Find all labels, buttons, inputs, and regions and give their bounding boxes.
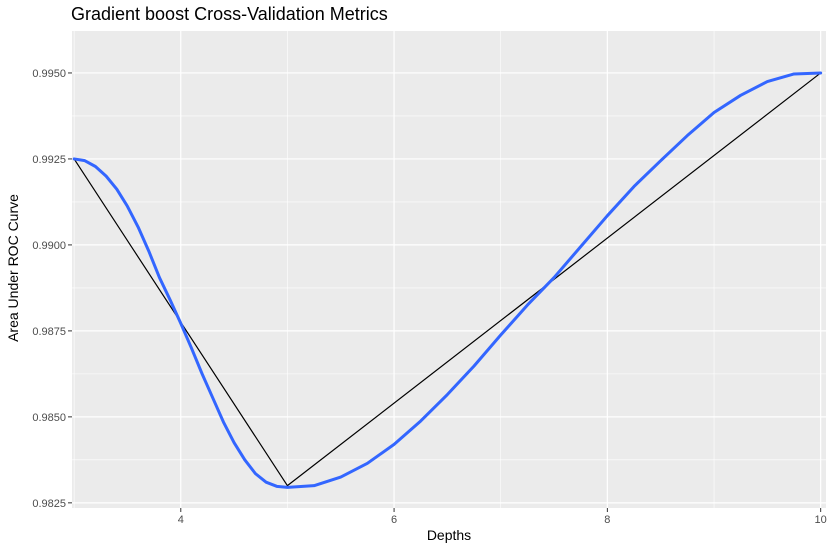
chart-title: Gradient boost Cross-Validation Metrics: [71, 4, 388, 24]
y-axis-title: Area Under ROC Curve: [5, 194, 21, 342]
y-tick-label: 0.9900: [32, 240, 66, 252]
data-line: [73, 72, 822, 487]
x-tick-label: 4: [178, 514, 184, 526]
plot-panel: [72, 31, 826, 508]
y-tick-label: 0.9850: [32, 412, 66, 424]
x-axis: 4 6 8 10: [178, 508, 827, 526]
series-layer: [72, 71, 823, 489]
y-tick-label: 0.9875: [32, 326, 66, 338]
major-gridlines: [72, 31, 826, 508]
x-tick-label: 10: [815, 514, 827, 526]
y-tick-label: 0.9950: [32, 68, 66, 80]
x-tick-label: 8: [604, 514, 610, 526]
x-tick-label: 6: [391, 514, 397, 526]
y-axis: 0.9825 0.9850 0.9875 0.9900 0.9925 0.9950: [32, 68, 72, 510]
y-tick-label: 0.9925: [32, 154, 66, 166]
x-axis-title: Depths: [427, 527, 471, 543]
smooth-trend-line: [72, 71, 823, 489]
y-tick-label: 0.9825: [32, 498, 66, 510]
minor-gridlines: [72, 31, 826, 508]
